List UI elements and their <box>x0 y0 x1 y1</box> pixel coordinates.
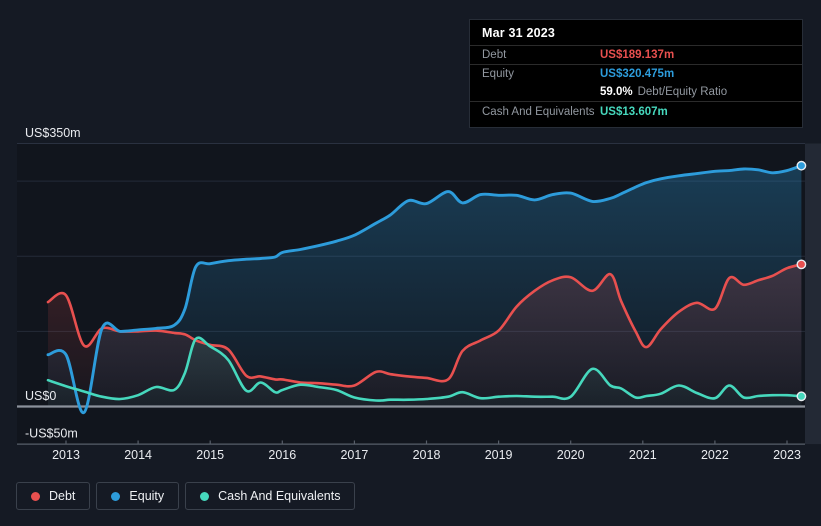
equity-legend-dot-icon <box>111 491 121 501</box>
x-axis-label: 2017 <box>340 448 368 462</box>
legend-item-equity[interactable]: Equity <box>96 482 180 510</box>
y-axis-label: -US$50m <box>25 427 78 441</box>
x-axis-label: 2022 <box>701 448 729 462</box>
tooltip-row-equity: Equity US$320.475m <box>470 65 802 83</box>
x-axis-label: 2020 <box>557 448 585 462</box>
chart-tooltip: Mar 31 2023 Debt US$189.137m Equity US$3… <box>469 19 803 128</box>
x-axis-label: 2021 <box>629 448 657 462</box>
legend-cash-label: Cash And Equivalents <box>218 489 341 503</box>
debt-endpoint-dot <box>796 259 807 270</box>
equity-line <box>46 164 803 414</box>
debt-legend-dot-icon <box>31 491 40 501</box>
cash-and-equivalents-endpoint-dot <box>796 391 807 402</box>
y-axis-label: US$350m <box>25 126 81 140</box>
tooltip-row-debt: Debt US$189.137m <box>470 46 802 64</box>
tooltip-ratio-label: Debt/Equity Ratio <box>637 86 728 98</box>
tooltip-divider <box>470 101 802 102</box>
x-axis-label: 2019 <box>485 448 513 462</box>
cash-and-equivalents-line <box>46 336 803 402</box>
x-axis-label: 2023 <box>773 448 801 462</box>
tooltip-row-ratio: 59.0% Debt/Equity Ratio <box>470 83 802 101</box>
legend-item-cash[interactable]: Cash And Equivalents <box>185 482 356 510</box>
tooltip-debt-label: Debt <box>482 49 507 61</box>
legend-debt-label: Debt <box>49 489 76 503</box>
future-strip <box>805 143 821 445</box>
x-axis-label: 2018 <box>413 448 441 462</box>
x-axis-label: 2014 <box>124 448 152 462</box>
debt-line <box>46 263 803 388</box>
tooltip-equity-value: US$320.475m <box>600 68 675 80</box>
x-axis-label: 2016 <box>268 448 296 462</box>
cash-and-equivalents-area <box>48 337 802 407</box>
legend-item-debt[interactable]: Debt <box>16 482 91 510</box>
x-axis-label: 2013 <box>52 448 80 462</box>
debt-equity-history-chart[interactable]: US$350m US$0 -US$50m 2013 2014 2015 2016 2017 20… <box>0 0 821 478</box>
x-axis-label: 2015 <box>196 448 224 462</box>
tooltip-row-cash: Cash And Equivalents US$13.607m <box>470 102 802 127</box>
debt-area <box>48 264 802 407</box>
equity-endpoint-dot <box>796 160 807 171</box>
tooltip-debt-value: US$189.137m <box>600 49 675 61</box>
tooltip-equity-label: Equity <box>482 68 514 80</box>
cash-legend-dot-icon <box>200 491 210 501</box>
tooltip-date: Mar 31 2023 <box>482 26 556 40</box>
y-axis-label: US$0 <box>25 389 56 403</box>
legend-equity-label: Equity <box>129 489 165 503</box>
chart-legend: Debt Equity Cash And Equivalents <box>16 482 356 510</box>
tooltip-cash-value: US$13.607m <box>600 106 668 118</box>
tooltip-cash-label: Cash And Equivalents <box>482 106 595 118</box>
chart-svg[interactable]: US$350m US$0 -US$50m 2013 2014 2015 2016 2017 20… <box>0 0 821 478</box>
tooltip-ratio-value: 59.0% <box>600 86 633 98</box>
tooltip-divider <box>470 64 802 65</box>
tooltip-divider <box>470 45 802 46</box>
